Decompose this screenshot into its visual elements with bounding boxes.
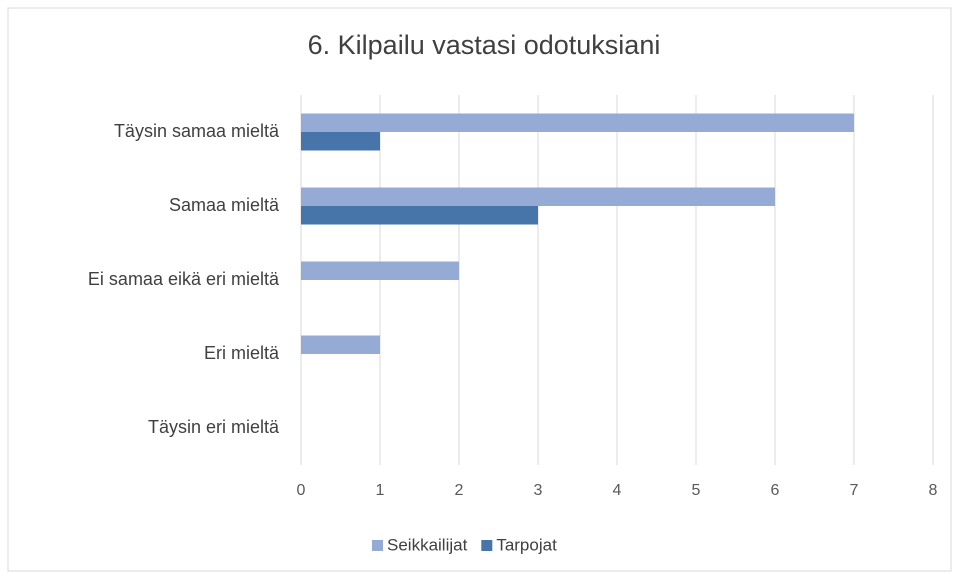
chart-title: 6. Kilpailu vastasi odotuksiani [308, 30, 661, 60]
x-tick-label: 4 [613, 482, 622, 499]
legend-label: Seikkailijat [387, 535, 468, 554]
legend-swatch [481, 540, 493, 551]
y-tick-label: Eri mieltä [204, 343, 280, 363]
x-tick-label: 7 [850, 482, 859, 499]
y-tick-label: Ei samaa eikä eri mieltä [88, 269, 280, 289]
y-tick-label: Samaa mieltä [169, 195, 280, 215]
bar [301, 335, 380, 354]
x-tick-label: 1 [376, 482, 385, 499]
x-tick-label: 2 [455, 482, 464, 499]
x-tick-label: 8 [929, 482, 938, 499]
y-tick-label: Täysin samaa mieltä [114, 121, 280, 141]
legend-label: Tarpojat [496, 535, 557, 554]
x-tick-label: 6 [771, 482, 780, 499]
chart-border [7, 7, 952, 572]
x-tick-label: 3 [534, 482, 543, 499]
bar [301, 132, 380, 151]
bar [301, 206, 538, 225]
bar [301, 187, 775, 206]
x-tick-label: 5 [692, 482, 701, 499]
x-tick-label: 0 [297, 482, 306, 499]
bar [301, 261, 459, 280]
legend-swatch [372, 540, 383, 551]
y-tick-label: Täysin eri mieltä [148, 417, 280, 437]
bar [301, 113, 854, 132]
